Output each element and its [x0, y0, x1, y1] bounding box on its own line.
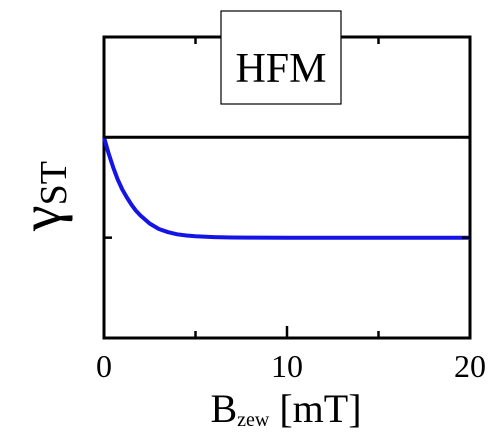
x-tick-label: 20	[454, 348, 486, 384]
series-layer	[102, 135, 470, 240]
x-tick-label: 10	[271, 348, 303, 384]
y-axis-title-subscript: ST	[33, 161, 75, 205]
legend-box: HFM	[220, 10, 342, 105]
x-axis-title-subscript: zew	[237, 409, 270, 431]
legend-box-label: HFM	[235, 46, 326, 92]
x-tick-labels: 0 10 20	[96, 348, 486, 384]
y-axis-title-main: γ	[8, 205, 73, 232]
x-axis-title-main: B	[210, 386, 237, 431]
x-axis-title: Bzew [mT]	[210, 386, 361, 431]
y-axis-title: γST	[8, 161, 75, 232]
series-line-2	[102, 136, 470, 240]
x-tick-label: 0	[96, 348, 112, 384]
tick-layer	[102, 37, 472, 338]
x-axis-title-unit: [mT]	[279, 386, 361, 431]
legend-box-frame	[220, 10, 342, 105]
